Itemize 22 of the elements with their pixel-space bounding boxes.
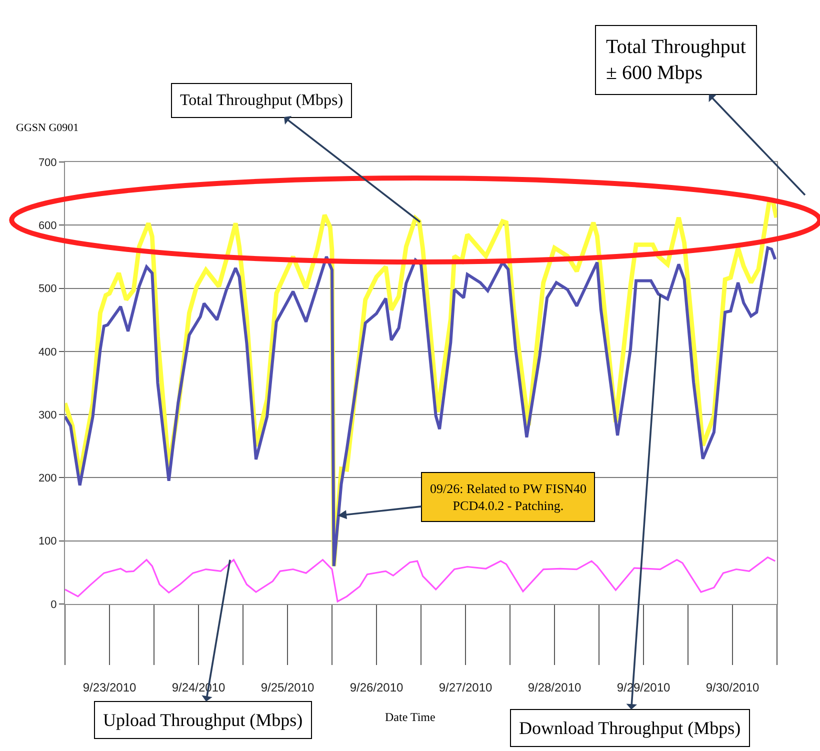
y-tick-label: 400 [38, 346, 57, 358]
y-tick-label: 200 [38, 472, 57, 485]
x-tick-label: 9/26/2010 [350, 680, 404, 694]
annotation: Upload Throughput (Mbps) [103, 710, 303, 730]
y-tick-label: 700 [38, 156, 57, 169]
x-tick-label: 9/28/2010 [528, 680, 582, 694]
annotation: 09/26: Related to PW FISN40 PCD4.0.2 - Patching. [430, 481, 586, 513]
y-tick-label: 0 [50, 598, 57, 611]
x-tick-label: 9/27/2010 [438, 680, 493, 694]
chart-title: GGSN G0901 [16, 122, 79, 134]
x-axis-title: Date Time [385, 710, 436, 724]
y-tick-label: 300 [38, 409, 57, 422]
x-tick-label: 9/23/2010 [82, 680, 137, 694]
y-tick-label: 100 [38, 536, 57, 548]
x-tick-label: 9/30/2010 [706, 680, 760, 694]
x-tick-label: 9/25/2010 [260, 680, 315, 694]
annotation: Download Throughput (Mbps) [519, 718, 741, 738]
text: Total Throughput ± 600 Mbps [606, 36, 746, 84]
y-tick-label: 500 [38, 283, 57, 296]
y-tick-label: 600 [38, 220, 57, 232]
line-series [65, 556, 776, 602]
annotation: Total Throughput (Mbps) [180, 92, 344, 109]
